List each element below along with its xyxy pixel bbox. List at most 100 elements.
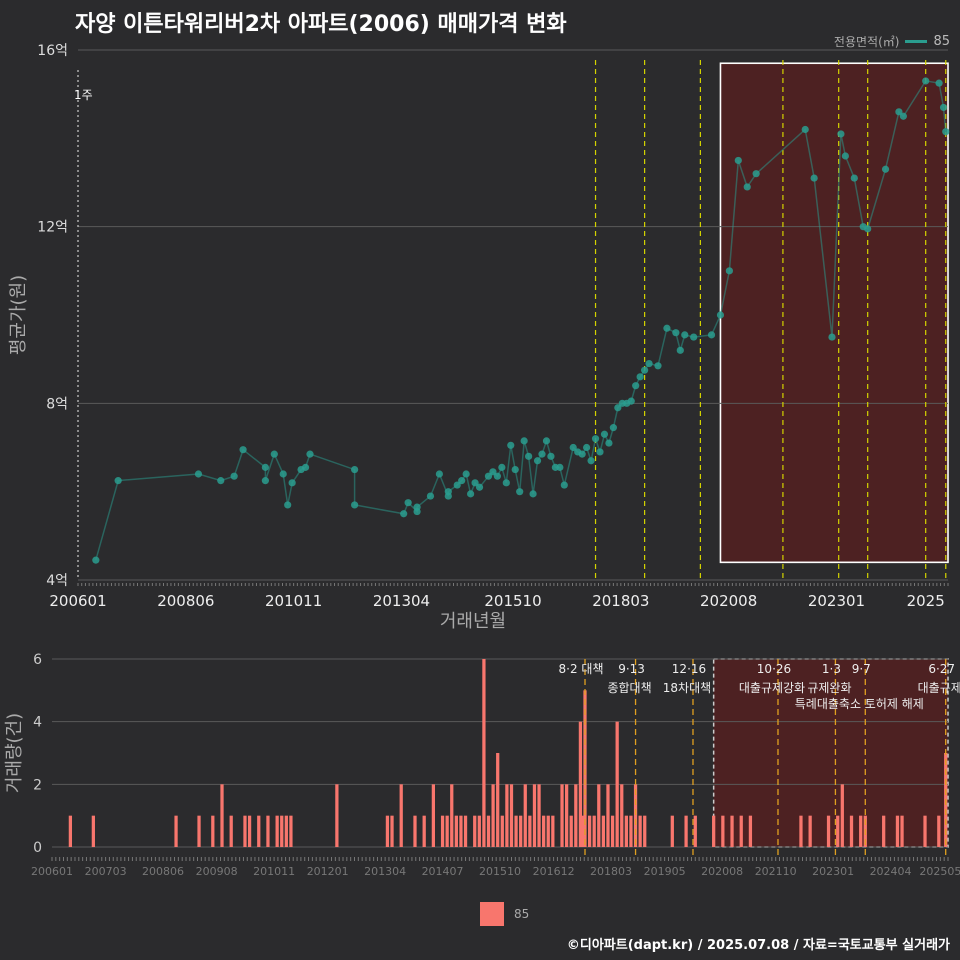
data-point	[475, 483, 484, 491]
data-point	[404, 499, 412, 507]
data-point	[239, 446, 247, 454]
volume-bar	[684, 815, 688, 847]
volume-bar	[229, 815, 233, 847]
volume-bar	[564, 784, 569, 847]
volume-bar	[505, 784, 509, 847]
legend-top: 전용면적(㎡) 85	[834, 33, 950, 50]
data-point	[578, 450, 586, 458]
volume-bar	[68, 815, 73, 847]
volume-bar	[808, 815, 812, 847]
volume-bar	[882, 815, 886, 847]
volume-bar	[275, 815, 279, 847]
y-axis-title: 거래량(건)	[4, 713, 25, 793]
x-tick-label: 201011	[253, 865, 295, 878]
data-point	[591, 435, 600, 443]
volume-bar	[542, 815, 546, 847]
x-tick-label: 200601	[31, 865, 73, 878]
y-tick-label: 12억	[37, 220, 68, 236]
data-point	[288, 479, 296, 487]
data-point	[828, 333, 836, 341]
volume-bar	[693, 815, 697, 847]
data-point	[261, 463, 269, 471]
x-tick-label: 202008	[701, 865, 743, 878]
volume-bar	[211, 815, 215, 847]
y-tick-label: 16억	[37, 43, 68, 59]
volume-bar	[500, 815, 504, 847]
y-tick-label: 6	[33, 652, 42, 668]
volume-bar	[895, 815, 900, 847]
volume-bar	[633, 784, 638, 847]
volume-bar	[477, 815, 481, 847]
data-point	[306, 450, 314, 458]
volume-bar	[578, 721, 583, 847]
volume-bar	[597, 784, 601, 847]
volume-bar	[445, 815, 449, 847]
x-tick-label: 201011	[265, 592, 322, 610]
x-tick-label: 202404	[870, 865, 912, 878]
data-point	[569, 443, 577, 452]
data-point	[502, 479, 510, 487]
y-tick-label: 0	[33, 840, 42, 856]
volume-bar	[840, 784, 844, 847]
x-tick-label: 200703	[85, 865, 127, 878]
data-point	[895, 108, 903, 116]
data-point	[556, 463, 564, 471]
data-point	[279, 470, 287, 478]
volume-bar	[509, 784, 514, 847]
x-tick-label: 2025	[907, 592, 945, 610]
volume-bar	[937, 815, 941, 847]
volume-bar	[574, 784, 578, 847]
volume-bar	[440, 815, 445, 847]
x-tick-label: 201201	[307, 865, 349, 878]
data-point	[935, 79, 943, 87]
data-point	[841, 152, 849, 160]
policy-date-label: 1·3	[822, 662, 841, 676]
data-point	[284, 501, 292, 509]
volume-bar	[399, 784, 403, 847]
start-marker-label: 1주	[74, 88, 93, 102]
data-point	[850, 174, 858, 182]
data-point	[92, 556, 100, 564]
policy-desc-label: 특례대출축소 토허제 해제	[795, 697, 924, 711]
data-point	[400, 510, 408, 518]
volume-bar	[581, 815, 585, 847]
volume-bar	[849, 815, 854, 847]
policy-date-label: 6·27	[928, 662, 955, 676]
data-point	[529, 490, 537, 498]
data-point	[881, 165, 890, 173]
data-point	[230, 472, 238, 480]
data-point	[600, 430, 609, 438]
data-point	[542, 437, 551, 445]
data-point	[899, 112, 907, 120]
legend-bar-label: 85	[514, 907, 530, 921]
volume-bar	[463, 815, 468, 847]
data-point	[489, 468, 497, 476]
volume-bar	[247, 815, 252, 847]
data-point	[538, 450, 546, 458]
chart-title: 자양 이튼타워리버2차 아파트(2006) 매매가격 변화	[75, 12, 567, 37]
data-point	[444, 488, 452, 496]
data-point	[270, 450, 278, 458]
volume-bar	[739, 815, 743, 847]
policy-date-label: 9·7	[852, 662, 871, 676]
volume-bar	[601, 815, 606, 847]
data-point	[922, 77, 930, 85]
data-point	[837, 130, 845, 138]
volume-bar	[91, 815, 95, 847]
volume-bar	[486, 815, 491, 847]
volume-bar	[266, 815, 270, 847]
legend-title: 전용면적(㎡)	[833, 35, 900, 49]
data-point	[471, 479, 479, 487]
volume-bar	[519, 815, 523, 847]
data-point	[681, 331, 689, 339]
data-point	[752, 170, 760, 178]
x-tick-label: 201905	[644, 865, 686, 878]
y-tick-label: 2	[33, 777, 42, 793]
volume-bar	[537, 784, 541, 847]
volume-bar	[450, 784, 454, 847]
x-tick-label: 201304	[373, 592, 430, 610]
volume-bar	[610, 815, 615, 847]
data-point	[413, 503, 421, 511]
volume-bar	[491, 784, 495, 847]
data-point	[801, 125, 809, 134]
